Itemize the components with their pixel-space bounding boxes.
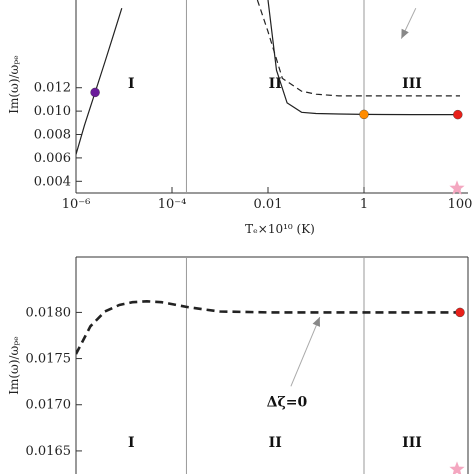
region-label: I	[128, 76, 135, 92]
annotation-arrow-head	[401, 28, 409, 39]
y-tick-label: 0.004	[34, 174, 71, 189]
x-tick-label: 100	[448, 197, 473, 212]
series-line-3	[256, 0, 460, 97]
annotation-arrow-line	[290, 316, 321, 387]
y-tick-label: 0.006	[34, 151, 71, 166]
data-marker-2	[359, 109, 369, 120]
annotation-arrow-head	[312, 317, 320, 327]
y-tick-label: 0.0175	[26, 352, 72, 367]
y-tick-label: 0.008	[34, 128, 71, 143]
series-line-1	[76, 8, 123, 155]
star-marker	[449, 180, 465, 195]
region-label: I	[128, 435, 135, 451]
region-label: II	[269, 435, 282, 451]
y-tick-label: 0.010	[34, 104, 71, 119]
plot-area	[76, 299, 460, 355]
chart-bottom: I II III0.01650.01700.01750.0180Im(ω)/ωₚₑΔ…	[7, 256, 469, 474]
annotation-label: Δζ=0	[267, 394, 308, 410]
data-marker-3	[453, 109, 463, 120]
region-label: II	[269, 76, 282, 92]
y-tick-label: 0.0165	[26, 444, 72, 459]
region-label: III	[402, 76, 422, 92]
x-tick-label: 1	[360, 197, 368, 212]
y-tick-label: 0.012	[34, 81, 71, 96]
region-label: III	[402, 435, 422, 451]
x-axis-label: Tₑ×10¹⁰ (K)	[245, 222, 315, 236]
series-line-1	[76, 299, 460, 355]
x-tick-label: 0.01	[254, 197, 283, 212]
y-axis-label: Im(ω)/ωₚₑ	[7, 336, 21, 395]
x-tick-label: 10⁻⁶	[62, 197, 91, 212]
star-marker	[449, 461, 465, 474]
data-marker-1	[455, 307, 465, 318]
data-marker-1	[90, 87, 100, 98]
series-line-2	[267, 0, 460, 116]
y-axis-label: Im(ω)/ωₚₑ	[7, 55, 21, 114]
plot-area	[76, 0, 460, 155]
y-tick-label: 0.0170	[26, 398, 72, 413]
x-tick-label: 10⁻⁴	[158, 197, 187, 212]
y-tick-label: 0.0180	[26, 305, 72, 320]
